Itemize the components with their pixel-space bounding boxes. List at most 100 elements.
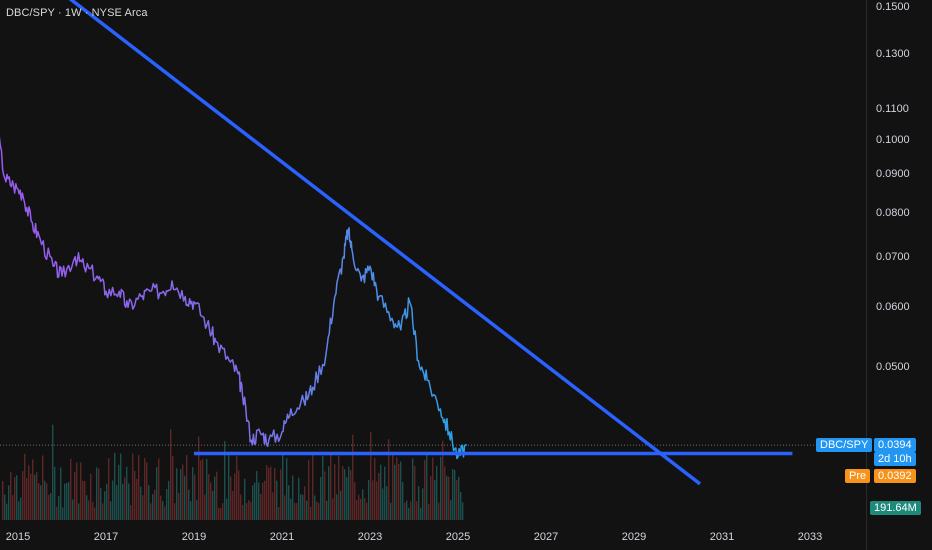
volume-bar xyxy=(266,465,268,520)
volume-bar xyxy=(38,483,40,520)
volume-bar xyxy=(454,469,456,520)
volume-bar xyxy=(48,494,50,520)
time-tick: 2033 xyxy=(797,531,823,543)
volume-bar xyxy=(136,478,138,520)
volume-bar xyxy=(444,466,446,520)
volume-bar xyxy=(16,475,18,520)
volume-bar xyxy=(218,507,220,520)
volume-bar xyxy=(264,480,266,520)
volume-bar xyxy=(78,503,80,520)
volume-bar xyxy=(384,466,386,520)
volume-bar xyxy=(226,498,228,520)
volume-bar xyxy=(64,483,66,520)
volume-bar xyxy=(180,469,182,520)
volume-bar xyxy=(342,466,344,520)
volume-bar xyxy=(132,453,134,520)
volume-bar xyxy=(232,490,234,520)
volume-bar xyxy=(406,500,408,520)
price-tick: 0.0800 xyxy=(876,206,910,219)
volume-bar xyxy=(378,472,380,520)
chart-title: DBC/SPY · 1W · NYSE Arca xyxy=(6,7,148,19)
volume-bar xyxy=(128,483,130,520)
time-tick: 2015 xyxy=(5,531,31,543)
volume-bar xyxy=(408,507,410,520)
volume-bar xyxy=(346,477,348,520)
volume-bar xyxy=(28,465,30,520)
volume-bar xyxy=(438,502,440,520)
volume-bar xyxy=(72,499,74,520)
volume-bar xyxy=(356,499,358,520)
volume-bar xyxy=(40,485,42,520)
volume-bar xyxy=(118,464,120,520)
volume-bar xyxy=(424,459,426,520)
volume-bar xyxy=(98,468,100,520)
price-series-line xyxy=(0,136,467,460)
volume-bar xyxy=(96,467,98,520)
volume-bar xyxy=(442,440,444,520)
price-tick: 0.1100 xyxy=(876,102,909,115)
volume-bar xyxy=(84,481,86,520)
volume-bar xyxy=(420,507,422,520)
volume-bar xyxy=(66,482,68,520)
volume-bar xyxy=(400,461,402,520)
time-tick: 2019 xyxy=(181,531,207,543)
time-tick: 2021 xyxy=(269,531,295,543)
volume-bar xyxy=(44,480,46,520)
volume-bar xyxy=(194,474,196,520)
volume-bar xyxy=(412,458,414,520)
volume-bar xyxy=(26,477,28,520)
volume-bar xyxy=(206,458,208,520)
volume-bar xyxy=(300,494,302,520)
volume-bar xyxy=(324,471,326,520)
volume-bar xyxy=(100,488,102,520)
volume-bar xyxy=(308,460,310,520)
volume-bar xyxy=(364,498,366,520)
volume-bar xyxy=(274,468,276,520)
volume-bar xyxy=(6,503,8,520)
volume-bar xyxy=(58,496,60,520)
volume-bar xyxy=(394,464,396,520)
volume-bar xyxy=(196,500,198,520)
volume-bar xyxy=(70,458,72,520)
volume-badge: 191.64M xyxy=(870,501,921,515)
volume-bar xyxy=(190,501,192,520)
volume-bar xyxy=(436,466,438,520)
volume-bar xyxy=(152,494,154,520)
volume-bar xyxy=(210,482,212,520)
volume-bar xyxy=(288,485,290,520)
volume-bar xyxy=(416,501,418,520)
volume-bar xyxy=(188,489,190,520)
volume-bar xyxy=(262,482,264,520)
volume-bar xyxy=(440,456,442,520)
volume-bar xyxy=(124,477,126,520)
volume-bar xyxy=(208,474,210,520)
volume-bar xyxy=(292,475,294,520)
volume-bar xyxy=(174,503,176,520)
volume-bar xyxy=(428,504,430,520)
volume-bar xyxy=(390,502,392,520)
volume-bar xyxy=(80,462,82,520)
volume-bar xyxy=(392,453,394,520)
volume-bar xyxy=(336,494,338,520)
volume-bar xyxy=(282,454,284,520)
volume-bar xyxy=(314,495,316,520)
volume-bar xyxy=(252,485,254,520)
volume-bar xyxy=(310,507,312,520)
volume-bar xyxy=(42,455,44,520)
volume-bar xyxy=(404,502,406,520)
volume-bar xyxy=(352,434,354,520)
volume-bar xyxy=(294,502,296,520)
volume-bar xyxy=(432,457,434,520)
pre-market-price-badge: 0.0392 xyxy=(874,469,916,483)
volume-bar xyxy=(278,507,280,520)
volume-bar xyxy=(102,503,104,520)
volume-bar xyxy=(426,454,428,520)
volume-bar xyxy=(302,494,304,520)
volume-bar xyxy=(396,457,398,520)
volume-bar xyxy=(92,502,94,520)
volume-bar xyxy=(386,486,388,520)
volume-bar xyxy=(296,503,298,520)
volume-bar xyxy=(276,480,278,520)
volume-bar xyxy=(240,494,242,520)
